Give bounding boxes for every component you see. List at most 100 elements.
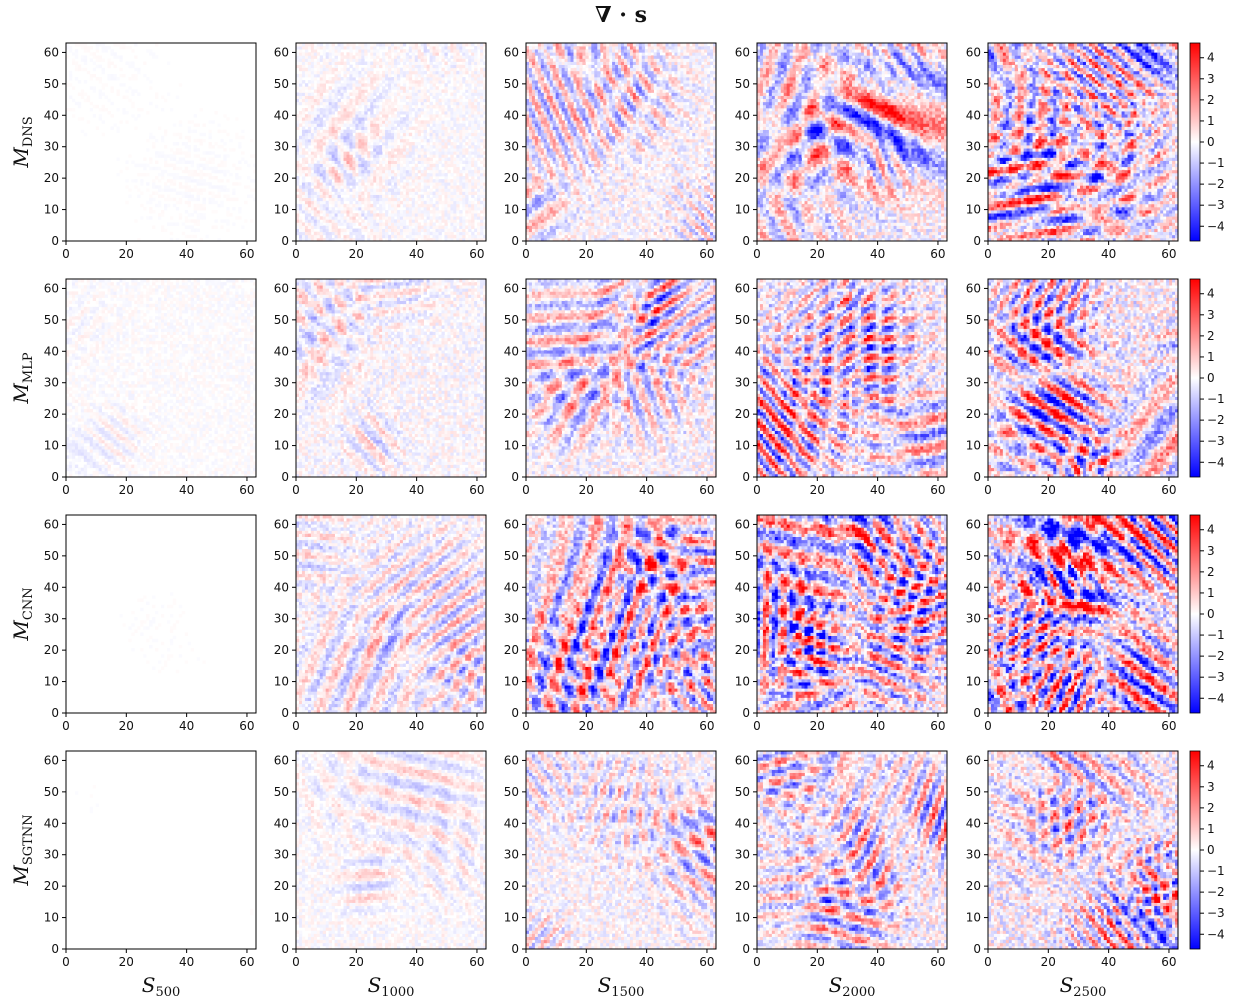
heatmap-cell [436,77,439,80]
heatmap-cell [403,111,406,114]
heatmap-cell [480,170,483,173]
heatmap-cell [194,219,197,222]
heatmap-cell [376,86,379,89]
heatmap-cell [421,195,424,198]
heatmap-cell [444,201,447,204]
heatmap-cell [302,198,305,201]
heatmap-cell [441,136,444,139]
heatmap-cell [164,229,167,232]
heatmap-cell [370,117,373,120]
heatmap-cell [323,133,326,136]
heatmap-cell [320,192,323,195]
heatmap-cell [338,120,341,123]
heatmap-cell [358,167,361,170]
heatmap-cell [361,58,364,61]
heatmap-cell [299,185,302,188]
heatmap-cell [173,198,176,201]
heatmap-cell [430,167,433,170]
heatmap-cell [191,120,194,123]
heatmap-cell [335,120,338,123]
heatmap-cell [344,185,347,188]
heatmap-cell [308,170,311,173]
heatmap-cell [385,154,388,157]
heatmap-cell [152,142,155,145]
heatmap-cell [456,71,459,74]
heatmap-cell [341,120,344,123]
heatmap-cell [415,114,418,117]
heatmap-cell [305,120,308,123]
heatmap-cell [430,105,433,108]
heatmap-cell [140,108,143,111]
heatmap-cell [170,198,173,201]
heatmap-cell [320,114,323,117]
heatmap-cell [373,232,376,235]
heatmap-cell [344,204,347,207]
heatmap-cell [397,170,400,173]
heatmap-cell [379,235,382,238]
heatmap-cell [370,65,373,68]
heatmap-cell [388,167,391,170]
heatmap-cell [179,192,182,195]
heatmap-cell [125,120,128,123]
heatmap-cell [170,154,173,157]
heatmap-cell [170,157,173,160]
heatmap-cell [232,198,235,201]
heatmap-cell [211,198,214,201]
heatmap-cell [326,179,329,182]
heatmap-cell [119,43,122,46]
heatmap-cell [400,49,403,52]
heatmap-cell [388,204,391,207]
heatmap-cell [326,58,329,61]
heatmap-cell [323,164,326,167]
heatmap-cell [320,195,323,198]
heatmap-cell [346,204,349,207]
heatmap-cell [409,207,412,210]
heatmap-cell [415,102,418,105]
heatmap-cell [308,86,311,89]
heatmap-cell [468,192,471,195]
heatmap-cell [418,123,421,126]
heatmap-cell [379,154,382,157]
heatmap-cell [382,198,385,201]
heatmap-cell [453,80,456,83]
heatmap-cell [223,114,226,117]
heatmap-cell [465,213,468,216]
heatmap-cell [320,108,323,111]
heatmap-cell [468,120,471,123]
heatmap-cell [403,142,406,145]
heatmap-cell [373,195,376,198]
heatmap-cell [338,210,341,213]
heatmap-cell [397,235,400,238]
heatmap-cell [394,157,397,160]
heatmap-cell [409,117,412,120]
heatmap-cell [406,151,409,154]
heatmap-cell [424,182,427,185]
heatmap-cell [459,108,462,111]
heatmap-cell [179,83,182,86]
heatmap-cell [477,226,480,229]
heatmap-cell [370,213,373,216]
heatmap-cell [477,71,480,74]
heatmap-cell [167,198,170,201]
heatmap-cell [456,151,459,154]
heatmap-cell [349,179,352,182]
heatmap-cell [373,210,376,213]
heatmap-cell [388,80,391,83]
heatmap-cell [173,164,176,167]
heatmap-cell [364,49,367,52]
heatmap-cell [406,216,409,219]
heatmap-cell [203,167,206,170]
heatmap-cell [344,105,347,108]
heatmap-cell [424,207,427,210]
heatmap-cell [453,136,456,139]
heatmap-cell [453,99,456,102]
heatmap-cell [93,55,96,58]
heatmap-cell [450,99,453,102]
heatmap-cell [317,111,320,114]
heatmap-cell [308,65,311,68]
heatmap-cell [370,62,373,65]
heatmap-cell [403,130,406,133]
heatmap-cell [341,213,344,216]
heatmap-cell [305,74,308,77]
heatmap-cell [191,213,194,216]
